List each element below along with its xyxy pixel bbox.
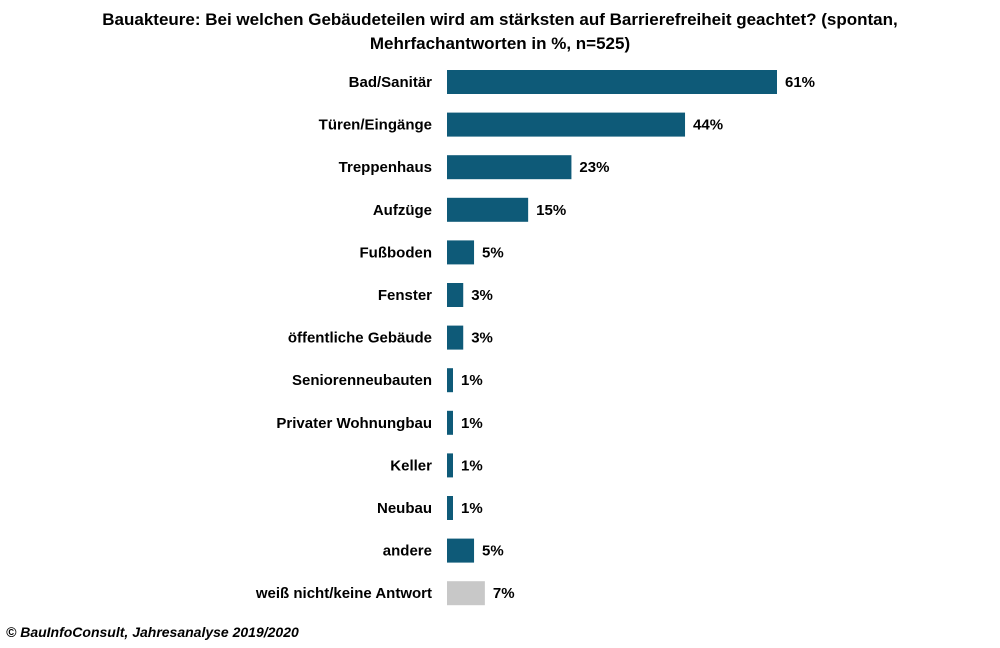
bar xyxy=(447,197,529,222)
category-label: öffentliche Gebäude xyxy=(288,330,432,347)
category-label: Seniorenneubauten xyxy=(292,372,432,389)
bar xyxy=(447,496,453,520)
value-label: 5% xyxy=(482,543,504,560)
value-label: 15% xyxy=(536,202,566,219)
category-label: andere xyxy=(383,543,432,560)
value-label: 3% xyxy=(471,330,493,347)
category-label: Bad/Sanitär xyxy=(349,74,433,91)
category-label: Fußboden xyxy=(360,244,432,261)
value-label: 1% xyxy=(461,415,483,432)
category-label: Treppenhaus xyxy=(339,159,432,176)
chart-title: Bauakteure: Bei welchen Gebäudeteilen wi… xyxy=(0,8,1000,56)
value-label: 1% xyxy=(461,457,483,474)
bar xyxy=(447,581,485,606)
value-label: 44% xyxy=(693,117,723,134)
bar xyxy=(447,410,453,435)
value-label: 23% xyxy=(579,159,609,176)
bar xyxy=(447,538,475,563)
value-label: 61% xyxy=(785,74,815,91)
chart-title-line-2: Mehrfachantworten in %, n=525) xyxy=(369,34,631,53)
bar xyxy=(447,368,453,393)
value-label: 3% xyxy=(471,287,493,304)
bar xyxy=(447,325,464,350)
value-label: 1% xyxy=(461,372,483,389)
category-label: Aufzüge xyxy=(373,202,432,219)
category-label: weiß nicht/keine Antwort xyxy=(255,585,432,602)
bar xyxy=(447,155,572,180)
source-note: © BauInfoConsult, Jahresanalyse 2019/202… xyxy=(6,624,299,640)
chart-title-line-1: Bauakteure: Bei welchen Gebäudeteilen wi… xyxy=(102,10,898,29)
category-label: Fenster xyxy=(378,287,432,304)
bar xyxy=(447,112,686,137)
bar xyxy=(447,453,453,478)
bar xyxy=(447,240,475,265)
category-label: Türen/Eingänge xyxy=(319,117,432,134)
category-label: Keller xyxy=(390,457,432,474)
category-label: Neubau xyxy=(377,500,432,517)
category-label: Privater Wohnungbau xyxy=(276,415,432,432)
value-label: 5% xyxy=(482,244,504,261)
value-label: 7% xyxy=(493,585,515,602)
value-label: 1% xyxy=(461,500,483,517)
bar xyxy=(447,283,464,307)
bar xyxy=(447,70,777,94)
